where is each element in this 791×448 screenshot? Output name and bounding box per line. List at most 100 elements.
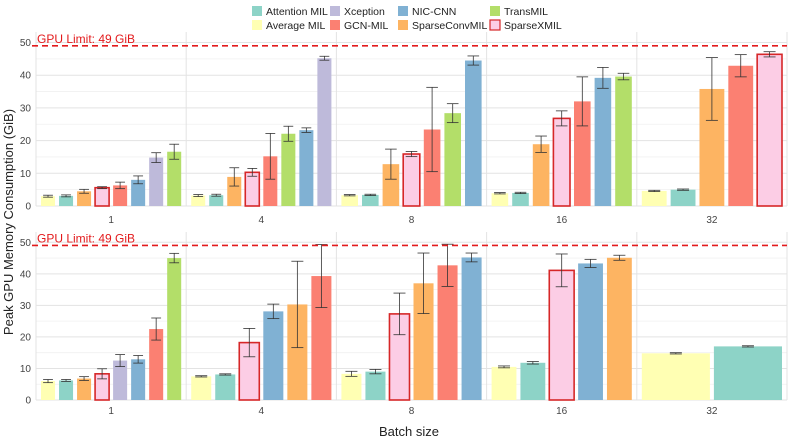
bar-transmil <box>615 76 632 207</box>
error-bar <box>584 258 597 268</box>
bar-attention-mil <box>209 195 224 206</box>
error-bar <box>576 76 589 127</box>
y-tick-label: 30 <box>20 301 32 312</box>
bar-nic-cnn <box>594 77 612 206</box>
legend-label-attention-mil: Attention MIL <box>266 6 328 18</box>
y-tick-label: 0 <box>25 202 31 213</box>
bar-transmil <box>167 258 182 400</box>
error-bar <box>763 51 776 58</box>
legend: Attention MIL Average MIL Xception GCN-MIL N… <box>252 6 562 32</box>
bar-average-mil <box>341 195 358 206</box>
error-bar <box>301 127 312 133</box>
x-axis-label: Batch size <box>379 424 439 439</box>
error-bar <box>385 148 397 180</box>
error-bar <box>465 252 478 263</box>
error-bar <box>741 345 754 348</box>
bar-average-mil <box>191 376 212 400</box>
y-tick-label: 10 <box>20 364 32 375</box>
bar-nic-cnn <box>263 311 284 400</box>
bar-nic-cnn <box>465 60 482 207</box>
y-axis-label: Peak GPU Memory Consumption (GiB) <box>1 109 16 335</box>
group-batch-8 <box>341 243 482 401</box>
legend-swatch-xception <box>330 6 340 16</box>
bar-sparseconvmil <box>532 144 550 206</box>
error-bar <box>526 361 539 365</box>
x-tick-label: 4 <box>259 215 265 226</box>
legend-swatch-attention-mil <box>252 6 262 16</box>
error-bar <box>43 194 53 198</box>
panels: 0 10 20 30 40 50 1 4 8 16 32 GPU Limit: 49 GiB 0 10 20… <box>20 32 788 417</box>
bar-gcn-mil <box>311 276 332 400</box>
error-bar <box>283 125 294 142</box>
bar-average-mil <box>491 193 509 206</box>
error-bar <box>494 192 506 195</box>
x-tick-label: 8 <box>409 215 415 226</box>
group-batch-4 <box>191 244 332 401</box>
group-batch-1 <box>41 252 182 401</box>
bar-attention-mil <box>59 195 74 206</box>
error-bar <box>61 194 71 198</box>
bar-sparsexmil <box>94 186 110 207</box>
y-tick-label: 0 <box>25 396 31 407</box>
legend-swatch-sparseconvmil <box>398 20 408 30</box>
x-tick-label: 1 <box>108 406 114 417</box>
legend-label-nic-cnn: NIC-CNN <box>412 6 456 18</box>
error-bar <box>405 151 418 158</box>
x-tick-label: 1 <box>108 215 114 226</box>
y-tick-label: 50 <box>20 238 32 249</box>
bar-sparsexmil <box>402 153 421 207</box>
bar-average-mil <box>41 381 56 400</box>
group-batch-8 <box>341 55 482 207</box>
error-bar <box>169 143 180 160</box>
legend-swatch-transmil <box>490 6 500 16</box>
error-bar <box>169 252 180 264</box>
error-bar <box>617 72 630 81</box>
error-bar <box>345 370 358 377</box>
panel-top: 0 10 20 30 40 50 1 4 8 16 32 GPU Limit: 49 GiB <box>20 32 788 226</box>
bar-gcn-mil <box>437 265 458 400</box>
error-bar <box>597 66 609 89</box>
error-bar <box>211 193 222 197</box>
group-batch-16 <box>491 253 632 401</box>
bar-xception <box>317 58 332 206</box>
bar-average-mil <box>641 190 667 206</box>
error-bar <box>364 193 377 196</box>
error-bar <box>193 194 204 197</box>
error-bar <box>677 188 690 191</box>
bar-sparseconvmil <box>382 164 400 206</box>
legend-swatch-nic-cnn <box>398 6 408 16</box>
bar-gcn-mil <box>263 156 278 206</box>
bar-attention-mil <box>59 380 74 400</box>
bar-gcn-mil <box>149 329 164 400</box>
gpu-limit-label: GPU Limit: 49 GiB <box>37 231 135 245</box>
error-bar <box>441 243 454 287</box>
error-bar <box>535 135 547 153</box>
group-batch-1 <box>41 143 182 207</box>
legend-label-average-mil: Average MIL <box>266 20 325 32</box>
bar-sparsexmil <box>548 269 575 401</box>
error-bar <box>291 260 304 349</box>
y-tick-label: 40 <box>20 269 32 280</box>
bar-sparseconvmil <box>77 191 92 206</box>
error-bar <box>133 355 144 364</box>
bar-attention-mil <box>362 194 379 206</box>
y-tick-label: 10 <box>20 169 32 180</box>
error-bar <box>115 354 126 367</box>
error-bar <box>315 244 328 308</box>
error-bar <box>247 168 258 177</box>
bar-xception <box>113 360 128 400</box>
bar-nic-cnn <box>461 257 482 400</box>
bar-attention-mil <box>520 362 546 400</box>
x-tick-label: 16 <box>556 215 568 226</box>
bar-attention-mil <box>365 371 386 400</box>
legend-label-transmil: TransMIL <box>504 6 548 18</box>
error-bar <box>369 369 382 375</box>
bar-gcn-mil <box>728 65 754 206</box>
bar-nic-cnn <box>578 263 603 400</box>
error-bar <box>705 57 718 121</box>
error-bar <box>267 303 280 320</box>
group-batch-32 <box>641 345 782 400</box>
group-batch-32 <box>641 51 783 207</box>
error-bar <box>195 375 208 378</box>
